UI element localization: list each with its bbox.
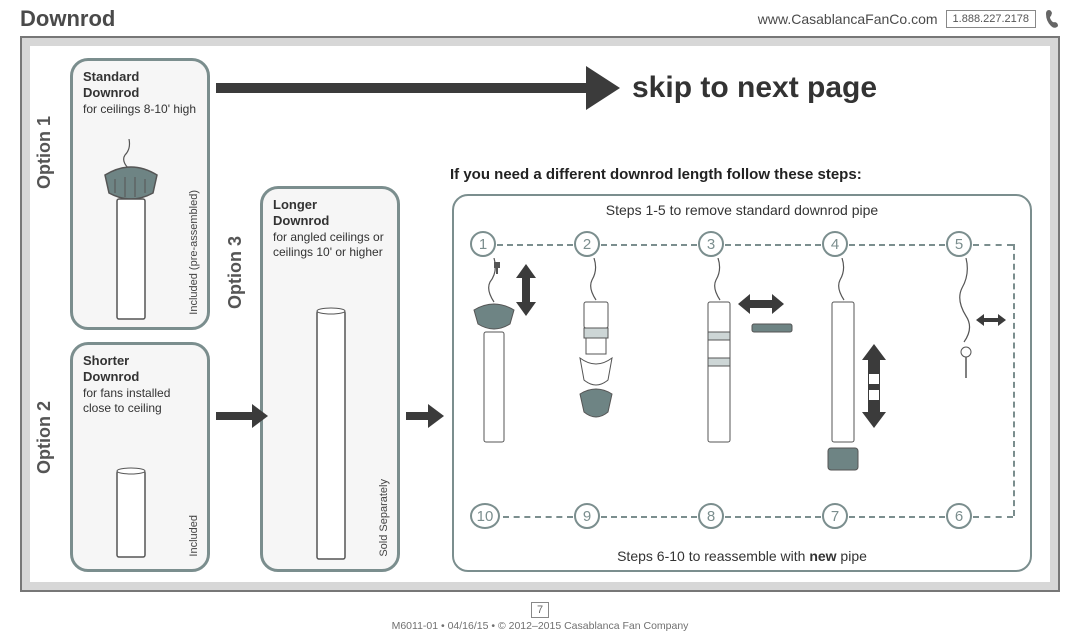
page: Downrod www.CasablancaFanCo.com 1.888.22… — [0, 0, 1080, 638]
phone-icon — [1044, 9, 1060, 29]
skip-text: skip to next page — [632, 71, 877, 105]
option-1-illustration — [91, 139, 171, 323]
footer: 7 M6011-01 • 04/16/15 • © 2012–2015 Casa… — [0, 598, 1080, 638]
steps-bot-b: new — [809, 548, 836, 564]
option-1-label: Option 1 — [34, 116, 55, 189]
step-num-10: 10 — [470, 503, 500, 529]
option-2-title: Shorter Downrod — [73, 345, 207, 386]
arrow-right-icon — [428, 404, 444, 428]
connector-3 — [406, 404, 444, 428]
option-3-sub: for angled ceilings or ceilings 10' or h… — [263, 230, 397, 260]
instruction-text: If you need a different downrod length f… — [450, 166, 862, 183]
option-2-label: Option 2 — [34, 401, 55, 474]
step-num-9: 9 — [574, 503, 600, 529]
skip-arrow: skip to next page — [216, 66, 877, 110]
option-3-title: Longer Downrod — [263, 189, 397, 230]
steps-bot-a: Steps 6-10 to reassemble with — [617, 548, 809, 564]
page-number: 7 — [531, 602, 549, 618]
step-num-8: 8 — [698, 503, 724, 529]
step-num-3: 3 — [698, 231, 724, 257]
option-1-box: Standard Downrod for ceilings 8-10' high… — [70, 58, 210, 330]
steps-panel: Steps 1-5 to remove standard downrod pip… — [452, 194, 1032, 572]
option-3-note: Sold Separately — [378, 479, 391, 557]
dash-line — [601, 244, 697, 246]
skip-arrow-line — [216, 83, 586, 93]
option-2-sub: for fans installed close to ceiling — [73, 386, 207, 416]
steps-bottom-text: Steps 6-10 to reassemble with new pipe — [454, 548, 1030, 564]
header-url: www.CasablancaFanCo.com — [758, 11, 938, 27]
option-1-title: Standard Downrod — [73, 61, 207, 102]
content-area: Option 1 Option 2 Option 3 Standard Down… — [30, 46, 1050, 582]
page-title: Downrod — [20, 6, 115, 32]
step-num-1: 1 — [470, 231, 496, 257]
arrow-right-icon — [252, 404, 268, 428]
step-illustrations — [454, 258, 1034, 498]
dash-line — [849, 244, 945, 246]
step-num-6: 6 — [946, 503, 972, 529]
option-2-illustration — [111, 465, 151, 565]
dash-line — [725, 516, 821, 518]
option-2-box: Shorter Downrod for fans installed close… — [70, 342, 210, 572]
step-num-5: 5 — [946, 231, 972, 257]
header-right: www.CasablancaFanCo.com 1.888.227.2178 — [758, 9, 1060, 29]
dash-line — [973, 244, 1013, 246]
dash-line — [497, 244, 573, 246]
option-3-label: Option 3 — [225, 236, 246, 309]
step-num-4: 4 — [822, 231, 848, 257]
dash-line — [503, 516, 573, 518]
dash-line — [725, 244, 821, 246]
phone-box: 1.888.227.2178 — [946, 10, 1036, 28]
option-2-note: Included — [188, 515, 201, 557]
step-num-2: 2 — [574, 231, 600, 257]
steps-bot-c: pipe — [837, 548, 867, 564]
option-3-box: Longer Downrod for angled ceilings or ce… — [260, 186, 400, 572]
steps-top-text: Steps 1-5 to remove standard downrod pip… — [454, 196, 1030, 218]
footer-text: M6011-01 • 04/16/15 • © 2012–2015 Casabl… — [392, 620, 689, 632]
skip-arrow-head-icon — [586, 66, 620, 110]
main-frame: Option 1 Option 2 Option 3 Standard Down… — [20, 36, 1060, 592]
option-1-note: Included (pre-assembled) — [188, 190, 201, 315]
step-num-7: 7 — [822, 503, 848, 529]
dash-line — [601, 516, 697, 518]
connector-2 — [216, 404, 268, 428]
option-1-sub: for ceilings 8-10' high — [73, 102, 207, 117]
dash-line — [849, 516, 945, 518]
option-3-illustration — [311, 305, 351, 565]
dash-line — [973, 516, 1013, 518]
header: Downrod www.CasablancaFanCo.com 1.888.22… — [0, 0, 1080, 36]
